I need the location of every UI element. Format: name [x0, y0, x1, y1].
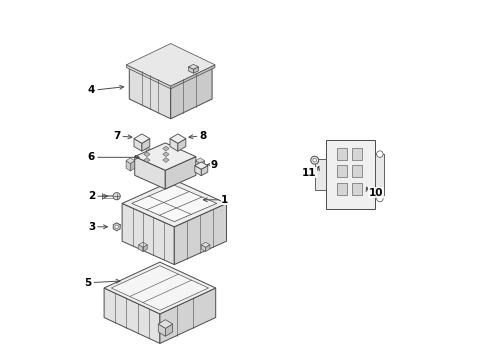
Polygon shape: [122, 203, 174, 265]
Polygon shape: [205, 245, 209, 252]
Polygon shape: [139, 242, 147, 247]
Polygon shape: [129, 65, 170, 119]
Polygon shape: [104, 288, 160, 343]
Text: 7: 7: [113, 131, 120, 141]
Polygon shape: [188, 64, 198, 69]
Circle shape: [113, 193, 120, 200]
Circle shape: [310, 156, 318, 164]
Bar: [337, 165, 346, 177]
Text: 4: 4: [87, 85, 95, 95]
Polygon shape: [158, 320, 172, 328]
Polygon shape: [201, 166, 207, 176]
Polygon shape: [201, 245, 205, 252]
Text: 10: 10: [368, 188, 383, 198]
Polygon shape: [134, 139, 142, 151]
Bar: [337, 183, 346, 195]
Polygon shape: [160, 288, 215, 343]
Bar: [374, 154, 384, 195]
Text: 5: 5: [84, 278, 91, 288]
Polygon shape: [139, 245, 142, 252]
Bar: [337, 148, 346, 159]
Polygon shape: [126, 65, 170, 89]
Polygon shape: [178, 139, 185, 151]
Polygon shape: [126, 161, 130, 171]
Polygon shape: [170, 65, 215, 89]
Polygon shape: [134, 143, 196, 170]
Polygon shape: [143, 158, 150, 162]
Text: 8: 8: [199, 131, 206, 141]
Text: 2: 2: [88, 191, 95, 201]
Polygon shape: [165, 324, 172, 336]
Polygon shape: [104, 262, 215, 314]
Text: 3: 3: [88, 222, 95, 232]
Polygon shape: [163, 158, 169, 162]
Text: 11: 11: [302, 168, 316, 178]
Bar: [352, 148, 361, 159]
Polygon shape: [165, 157, 196, 189]
Circle shape: [115, 225, 118, 229]
Circle shape: [312, 158, 316, 162]
Polygon shape: [170, 65, 212, 119]
Circle shape: [376, 195, 382, 202]
Polygon shape: [170, 139, 178, 151]
Polygon shape: [188, 67, 193, 73]
Polygon shape: [196, 161, 200, 171]
Polygon shape: [174, 203, 226, 265]
Text: 1: 1: [221, 195, 228, 205]
Polygon shape: [158, 324, 165, 336]
Bar: [315, 159, 325, 190]
Polygon shape: [122, 180, 226, 227]
Polygon shape: [126, 158, 134, 163]
Polygon shape: [201, 242, 209, 247]
Polygon shape: [129, 45, 212, 85]
Polygon shape: [170, 134, 185, 143]
Polygon shape: [111, 266, 208, 310]
Polygon shape: [132, 185, 216, 222]
Polygon shape: [194, 162, 207, 169]
Polygon shape: [143, 146, 150, 151]
Polygon shape: [193, 67, 198, 73]
Text: 6: 6: [88, 152, 95, 162]
Polygon shape: [126, 44, 215, 86]
FancyBboxPatch shape: [325, 140, 374, 209]
Polygon shape: [163, 152, 169, 157]
Polygon shape: [142, 245, 147, 252]
Polygon shape: [163, 146, 169, 151]
Polygon shape: [134, 157, 165, 189]
Polygon shape: [200, 161, 204, 171]
Bar: [352, 165, 361, 177]
Bar: [352, 183, 361, 195]
Circle shape: [376, 151, 382, 157]
Polygon shape: [130, 161, 134, 171]
Polygon shape: [134, 134, 149, 143]
Text: 9: 9: [210, 159, 217, 170]
Polygon shape: [143, 152, 150, 157]
Polygon shape: [113, 223, 120, 231]
Polygon shape: [142, 139, 149, 151]
Polygon shape: [196, 158, 204, 163]
Polygon shape: [194, 166, 201, 176]
